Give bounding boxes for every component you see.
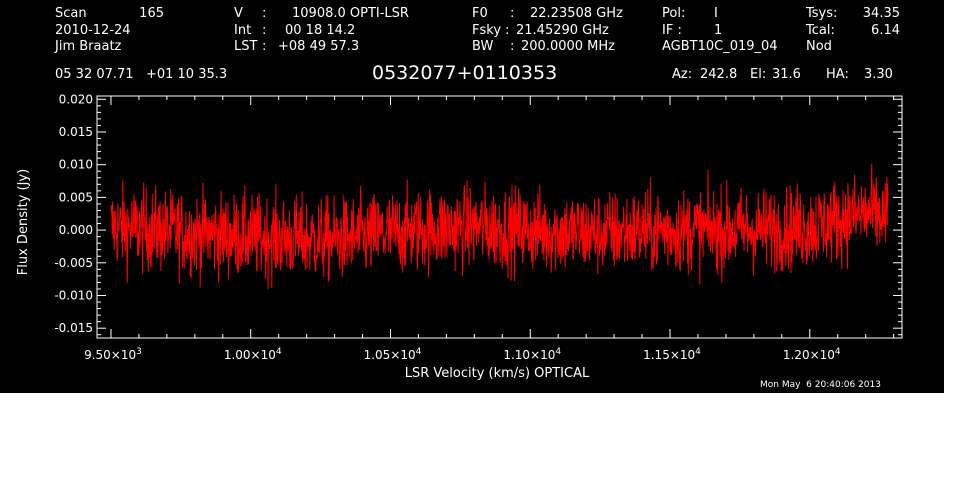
y-tick-label: 0.015 (59, 125, 93, 139)
spectrum-chart: 0.020 0.015 0.010 0.005 0.000 -0.005 -0.010 -0.… (16, 92, 903, 381)
int-label: Int (234, 23, 252, 38)
y-tick-label: 0.000 (59, 223, 93, 237)
project-id: AGBT10C_019_04 (662, 39, 778, 54)
y-tick-label: -0.015 (54, 321, 93, 335)
fsky-colon: : (505, 23, 510, 38)
velocity-value: 10908.0 OPTI-LSR (292, 6, 409, 21)
x-tick-label: 1.15×104 (643, 347, 701, 362)
y-tick-label: 0.010 (59, 158, 93, 172)
bw-label: BW (472, 39, 494, 54)
spectrum-trace-layer (110, 163, 889, 290)
y-axis-label: Flux Density (Jy) (16, 169, 31, 275)
if-label: IF : (662, 23, 682, 38)
x-tick-label: 1.00×104 (224, 347, 282, 362)
x-axis-label: LSR Velocity (km/s) OPTICAL (405, 366, 590, 381)
f0-value: 22.23508 GHz (530, 6, 623, 21)
f0-label: F0 (472, 6, 488, 21)
y-tick-label: -0.005 (54, 256, 93, 270)
lst-value: +08 49 57.3 (278, 39, 360, 54)
fsky-value: 21.45290 GHz (516, 23, 609, 38)
az-value: 242.8 (700, 67, 738, 82)
pol-value: I (714, 6, 718, 21)
lst-label: LST (234, 39, 258, 54)
scan-label: Scan (55, 6, 87, 21)
velocity-label: V (234, 6, 243, 21)
footer-timestamp: Mon May 6 20:40:06 2013 (760, 380, 881, 390)
y-tick-label: -0.010 (54, 288, 93, 302)
velocity-colon: : (262, 6, 267, 21)
x-tick-label: 1.05×104 (364, 347, 422, 362)
int-value: 00 18 14.2 (285, 23, 356, 38)
observation-date: 2010-12-24 (55, 23, 131, 38)
scan-number: 165 (139, 6, 164, 21)
source-name: 0532077+0110353 (372, 62, 558, 84)
procedure-name: Nod (806, 39, 832, 54)
lst-colon: : (262, 39, 267, 54)
ha-value: 3.30 (864, 67, 893, 82)
tsys-value: 34.35 (862, 6, 900, 21)
tcal-label: Tcal: (806, 23, 835, 38)
y-tick-label: 0.005 (59, 190, 93, 204)
bw-value: 200.0000 MHz (521, 39, 615, 54)
observer-name: Jim Braatz (55, 39, 122, 54)
tcal-value: 6.14 (871, 23, 900, 38)
f0-colon: : (510, 6, 515, 21)
source-coordinates: 05 32 07.71 +01 10 35.3 (55, 67, 228, 82)
chart-axes: 0.020 0.015 0.010 0.005 0.000 -0.005 -0.010 -0.… (54, 92, 903, 362)
bw-colon: : (510, 39, 515, 54)
x-tick-label: 1.20×104 (783, 347, 841, 362)
ha-label: HA: (826, 67, 849, 82)
fsky-label: Fsky (472, 23, 502, 38)
x-tick-label: 1.10×104 (503, 347, 561, 362)
x-tick-label: 9.50×103 (84, 347, 142, 362)
el-label: El: (750, 67, 767, 82)
if-value: 1 (714, 23, 723, 38)
spectrum-trace (110, 163, 889, 290)
az-label: Az: (672, 67, 693, 82)
y-tick-label: 0.020 (59, 92, 93, 106)
int-colon: : (262, 23, 267, 38)
tsys-label: Tsys: (806, 6, 838, 21)
el-value: 31.6 (772, 67, 801, 82)
pol-label: Pol: (662, 6, 686, 21)
